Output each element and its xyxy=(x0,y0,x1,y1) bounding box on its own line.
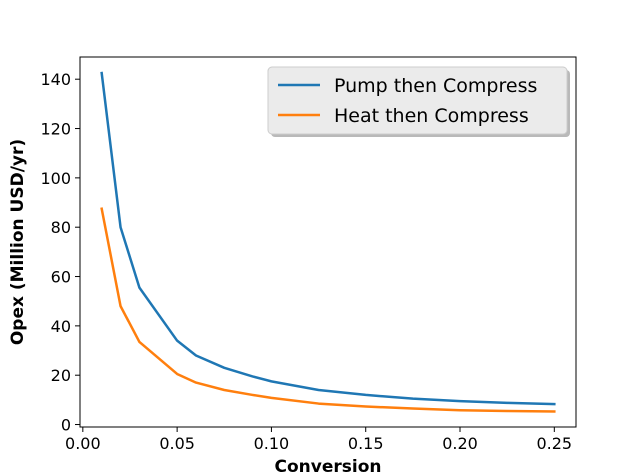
legend-label-2: Heat then Compress xyxy=(334,105,529,127)
legend-box xyxy=(267,66,568,135)
x-tick-label: 0.00 xyxy=(65,434,101,453)
y-axis-title: Opex (Million USD/yr) xyxy=(8,139,28,345)
plot-area xyxy=(79,56,577,428)
series-line-2 xyxy=(100,207,556,413)
x-tick-label: 0.10 xyxy=(254,434,290,453)
y-tick-label: 40 xyxy=(51,317,71,336)
series-line-1 xyxy=(100,71,556,406)
y-tick-label: 60 xyxy=(51,268,71,287)
legend: Pump then Compress Heat then Compress xyxy=(267,66,570,137)
y-tick-label: 100 xyxy=(40,169,71,188)
x-tick-label: 0.05 xyxy=(159,434,195,453)
y-tick-label: 120 xyxy=(40,120,71,139)
y-tick-label: 80 xyxy=(51,218,71,237)
x-tick-label: 0.25 xyxy=(536,434,572,453)
y-tick-label: 20 xyxy=(51,366,71,385)
plot-frame xyxy=(79,56,577,428)
legend-label-1: Pump then Compress xyxy=(334,75,537,97)
x-tick-label: 0.15 xyxy=(348,434,384,453)
y-tick-label: 0 xyxy=(61,416,71,435)
y-tick-label: 140 xyxy=(40,70,71,89)
x-axis-title: Conversion xyxy=(275,457,382,476)
x-axis: 0.00 0.05 0.10 0.15 0.20 0.25 xyxy=(65,427,572,453)
x-tick-label: 0.20 xyxy=(442,434,478,453)
y-axis: 0 20 40 60 80 100 120 140 xyxy=(40,70,80,435)
